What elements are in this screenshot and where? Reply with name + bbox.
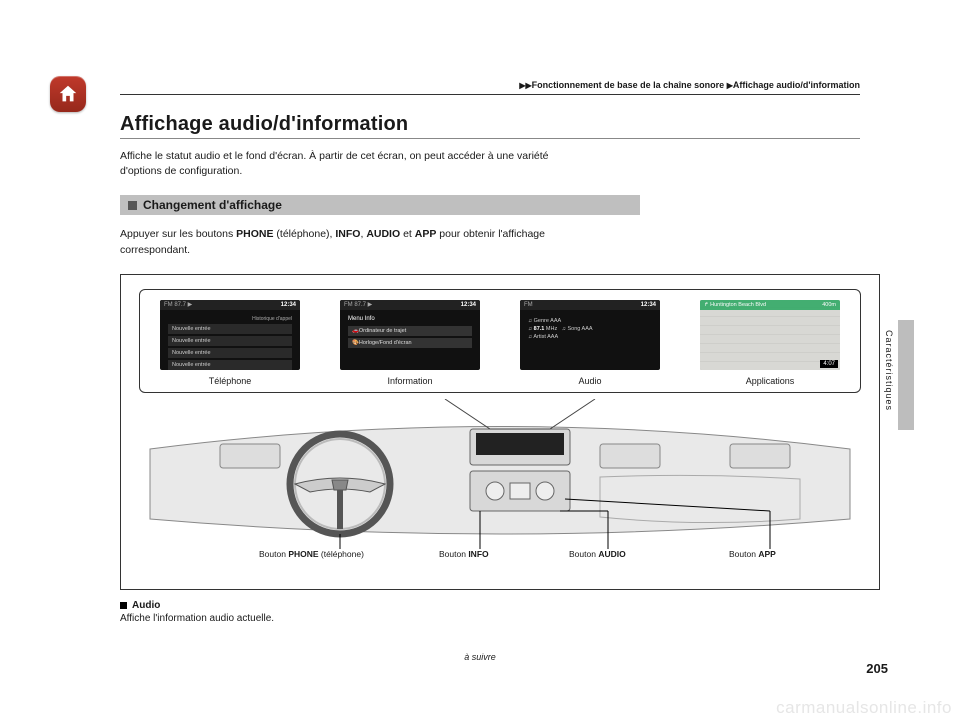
square-bullet-icon [128, 201, 137, 210]
section-heading-bar: Changement d'affichage [120, 195, 640, 215]
screens-frame: FM 87.7 ▶ 12:34 Historique d'appel Nouve… [139, 289, 861, 393]
screen-phone: FM 87.7 ▶ 12:34 Historique d'appel Nouve… [160, 300, 300, 370]
page-title: Affichage audio/d'information [120, 113, 860, 136]
home-icon [57, 83, 79, 105]
title-rule [120, 138, 860, 139]
phone-row: Nouvelle entrée [168, 348, 292, 358]
watermark: carmanualsonline.info [776, 698, 952, 718]
screen-col-audio: FM 12:34 ♫ Genre AAA ♫ 87.1 MHz ♫ Song A… [514, 300, 666, 386]
callout-app: Bouton APP [729, 549, 776, 559]
intro-paragraph: Affiche le statut audio et le fond d'écr… [120, 149, 640, 179]
screen-label-apps: Applications [746, 376, 795, 386]
screen-label-audio: Audio [578, 376, 601, 386]
phone-row: Nouvelle entrée [168, 324, 292, 334]
side-tab [898, 320, 914, 430]
screen-label-phone: Téléphone [209, 376, 252, 386]
breadcrumb-b: Affichage audio/d'information [733, 80, 860, 90]
phone-row: Nouvelle entrée [168, 336, 292, 346]
sub-text: Affiche l'information audio actuelle. [120, 613, 860, 624]
home-button[interactable] [50, 76, 86, 112]
screen-audio: FM 12:34 ♫ Genre AAA ♫ 87.1 MHz ♫ Song A… [520, 300, 660, 370]
callout-phone: Bouton PHONE (téléphone) [259, 549, 364, 559]
continue-label: à suivre [100, 652, 860, 662]
section-heading: Changement d'affichage [143, 198, 282, 212]
screen-col-apps: ↱ Huntington Beach Blvd 400m 4:07 Applic… [694, 300, 846, 386]
side-label: Caractéristiques [884, 330, 894, 411]
callout-info: Bouton INFO [439, 549, 489, 559]
screen-label-info: Information [387, 376, 432, 386]
square-bullet-icon [120, 602, 127, 609]
screen-info: FM 87.7 ▶ 12:34 Menu Info 🚗 Ordinateur d… [340, 300, 480, 370]
screen-apps: ↱ Huntington Beach Blvd 400m 4:07 [700, 300, 840, 370]
info-row: 🚗 Ordinateur de trajet [348, 326, 472, 336]
dashboard-illustration [139, 399, 861, 549]
intro-line2: d'options de configuration. [120, 165, 242, 177]
info-row: 🎨 Horloge/Fond d'écran [348, 338, 472, 348]
screen-col-info: FM 87.7 ▶ 12:34 Menu Info 🚗 Ordinateur d… [334, 300, 486, 386]
map-icon [700, 300, 840, 370]
callout-audio: Bouton AUDIO [569, 549, 626, 559]
instruction-paragraph: Appuyer sur les boutons PHONE (téléphone… [120, 227, 640, 257]
callouts: Bouton PHONE (téléphone) Bouton INFO Bou… [139, 549, 861, 575]
page-number: 205 [866, 661, 888, 676]
intro-line1: Affiche le statut audio et le fond d'écr… [120, 150, 549, 162]
figure-frame: FM 87.7 ▶ 12:34 Historique d'appel Nouve… [120, 274, 880, 590]
screen-col-phone: FM 87.7 ▶ 12:34 Historique d'appel Nouve… [154, 300, 306, 386]
breadcrumb-a: Fonctionnement de base de la chaîne sono… [532, 80, 725, 90]
breadcrumb: ▶▶Fonctionnement de base de la chaîne so… [120, 80, 860, 95]
phone-row: Nouvelle entrée [168, 360, 292, 370]
sub-heading: Audio [120, 600, 860, 611]
